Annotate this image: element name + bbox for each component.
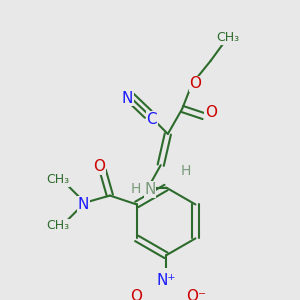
- Text: O: O: [205, 105, 217, 120]
- Text: N: N: [122, 91, 134, 106]
- Text: CH₃: CH₃: [216, 31, 239, 44]
- Text: CH₃: CH₃: [46, 219, 70, 232]
- Text: H: H: [181, 164, 191, 178]
- Text: O⁻: O⁻: [186, 289, 206, 300]
- Text: N: N: [144, 182, 156, 197]
- Text: N⁺: N⁺: [156, 273, 176, 288]
- Text: O: O: [93, 160, 105, 175]
- Text: O: O: [130, 289, 142, 300]
- Text: O: O: [190, 76, 202, 92]
- Text: CH₃: CH₃: [46, 173, 70, 186]
- Text: N: N: [77, 197, 89, 212]
- Text: H: H: [130, 182, 141, 196]
- Text: C: C: [146, 112, 157, 127]
